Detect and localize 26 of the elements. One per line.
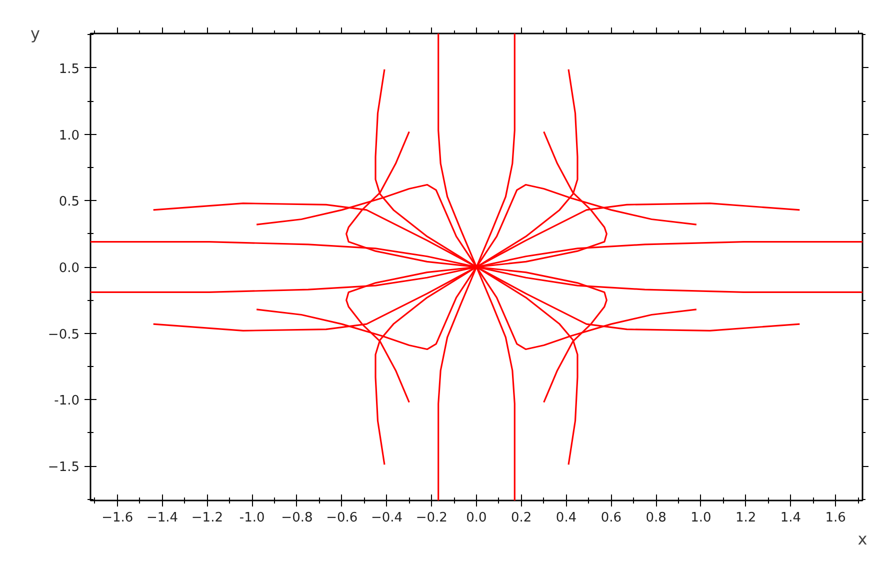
- x-tick-label: 1.0: [690, 510, 712, 526]
- x-tick-label: 0.8: [646, 510, 666, 526]
- y-axis-title: y: [30, 24, 40, 43]
- y-tick-label: −1.5: [48, 460, 80, 476]
- y-tick-label: 1.0: [58, 128, 80, 144]
- x-axis-title: x: [858, 530, 868, 548]
- x-tick-label: −0.4: [370, 510, 403, 526]
- x-tick-label: −1.6: [102, 510, 134, 526]
- x-tick-label: −1.4: [146, 510, 178, 526]
- y-tick-label: 0.0: [58, 261, 80, 276]
- x-tick-label: −0.6: [326, 510, 358, 526]
- x-tick-label: −0.8: [281, 510, 313, 526]
- x-tick-label: 0.0: [466, 510, 487, 526]
- x-tick-label: 0.6: [600, 510, 622, 526]
- y-tick-label: −0.5: [48, 327, 80, 342]
- x-tick-label: 1.6: [825, 510, 846, 526]
- x-tick-label: 1.2: [735, 510, 756, 526]
- x-tick-label: 0.4: [556, 510, 577, 526]
- x-tick-label: 0.2: [511, 510, 532, 526]
- y-tick-label: -1.0: [54, 394, 80, 409]
- x-tick-label: 1.4: [780, 510, 802, 526]
- y-tick-label: 0.5: [58, 194, 80, 210]
- y-tick-label: 1.5: [58, 62, 80, 77]
- x-tick-label: −0.2: [416, 510, 448, 526]
- x-tick-label: -1.0: [239, 510, 265, 526]
- x-tick-label: −1.2: [191, 510, 223, 526]
